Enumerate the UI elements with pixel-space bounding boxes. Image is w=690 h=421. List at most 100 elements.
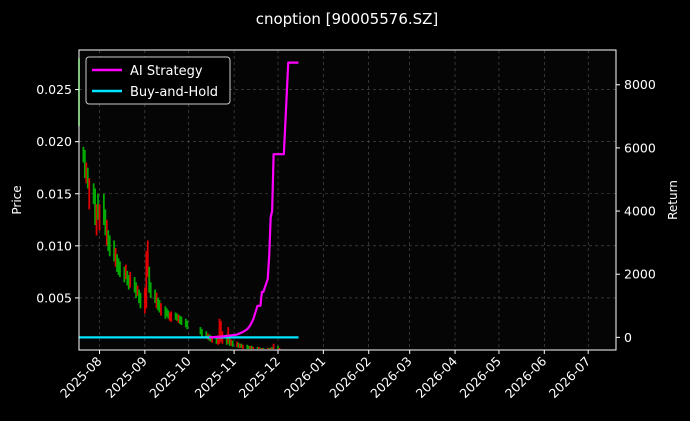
- price-bar: [201, 329, 203, 337]
- price-bar: [266, 347, 269, 349]
- price-bar: [108, 235, 111, 257]
- legend: AI Strategy Buy-and-Hold: [85, 56, 231, 105]
- price-bar: [97, 193, 99, 220]
- series-lines: [79, 61, 299, 339]
- price-bar: [127, 275, 130, 290]
- price-bar: [261, 347, 263, 349]
- price-bar: [236, 341, 238, 347]
- price-bar: [268, 347, 271, 349]
- right-tick-label: 2000: [624, 267, 656, 282]
- price-bar: [209, 335, 212, 342]
- price-bar: [247, 345, 250, 349]
- price-bar: [143, 287, 146, 314]
- price-bar: [107, 230, 110, 252]
- price-bar: [170, 311, 173, 322]
- series-line-ai-strategy: [209, 61, 299, 339]
- price-bar: [157, 297, 159, 311]
- price-bar: [237, 342, 240, 348]
- price-bar: [126, 270, 129, 286]
- plot-frame: [78, 49, 617, 351]
- price-bar: [117, 258, 120, 275]
- price-bar: [220, 320, 222, 342]
- price-bar: [114, 247, 117, 267]
- left-axis: 0.005 0.010 0.015 0.020 0.025: [36, 82, 79, 305]
- price-bar: [154, 289, 156, 304]
- price-bar: [205, 331, 208, 338]
- price-bar: [135, 282, 137, 298]
- price-bar: [218, 318, 221, 344]
- price-bar: [136, 285, 139, 296]
- right-tick-label: 6000: [624, 140, 656, 155]
- price-bar: [186, 320, 189, 330]
- right-tick-label: 0: [624, 330, 632, 345]
- y2-axis-label: Return: [666, 180, 680, 220]
- price-bar: [269, 347, 272, 349]
- price-bar: [246, 344, 249, 349]
- price-bar: [256, 346, 259, 349]
- grid: [79, 50, 616, 350]
- price-bar: [139, 292, 142, 309]
- price-bar: [278, 347, 281, 350]
- price-bar: [215, 337, 218, 344]
- y-axis-label: Price: [10, 185, 24, 214]
- left-tick-label: 0.005: [36, 290, 72, 305]
- price-bar: [88, 178, 91, 210]
- left-tick-label: 0.010: [36, 238, 72, 253]
- price-bar: [164, 306, 167, 319]
- price-bar: [250, 345, 253, 349]
- price-bar: [252, 346, 255, 349]
- price-bar: [262, 347, 265, 349]
- price-bar: [168, 312, 171, 321]
- price-bar: [86, 167, 89, 189]
- price-bar: [124, 264, 127, 280]
- price-bar: [217, 335, 219, 345]
- price-bar: [241, 344, 244, 349]
- legend-label-ai-strategy: AI Strategy: [130, 64, 203, 79]
- price-bar: [113, 240, 116, 262]
- price-bar: [176, 313, 178, 321]
- price-bar: [180, 316, 183, 325]
- left-tick-label: 0.020: [36, 134, 72, 149]
- price-bar: [272, 343, 275, 349]
- right-tick-label: 4000: [624, 204, 656, 219]
- price-bar: [105, 219, 108, 246]
- price-bar: [225, 334, 228, 345]
- right-tick-label: 8000: [624, 77, 656, 92]
- price-bar: [123, 266, 126, 283]
- price-bar: [165, 308, 168, 317]
- price-bar: [249, 345, 252, 349]
- price-bar: [230, 339, 233, 346]
- price-bar: [102, 193, 105, 225]
- chart-title: cnoption [90005576.SZ]: [256, 10, 439, 28]
- price-bar: [211, 336, 214, 343]
- price-bar: [259, 347, 262, 349]
- price-bar: [179, 315, 181, 324]
- price-bars: [78, 58, 281, 350]
- price-bar: [155, 292, 158, 309]
- price-bar: [98, 204, 101, 231]
- legend-label-buy-and-hold: Buy-and-Hold: [130, 85, 218, 100]
- right-axis: 0 2000 4000 6000 8000: [616, 77, 656, 345]
- price-bar: [228, 337, 231, 346]
- price-bar: [239, 343, 241, 348]
- price-bar: [83, 150, 86, 179]
- price-bar: [104, 209, 107, 236]
- price-bar: [119, 261, 121, 278]
- price-bar: [199, 327, 202, 335]
- price-bar: [129, 271, 132, 288]
- price-bar: [184, 318, 187, 328]
- price-bar: [160, 303, 162, 316]
- left-tick-label: 0.015: [36, 186, 72, 201]
- price-bar: [231, 340, 234, 347]
- price-bar: [148, 266, 151, 293]
- price-bar: [149, 282, 152, 298]
- price-bar: [277, 345, 279, 349]
- price-bar: [82, 146, 85, 163]
- price-bar: [177, 314, 180, 323]
- price-bar: [174, 312, 177, 320]
- price-bar: [167, 310, 170, 319]
- price-bar: [271, 346, 274, 349]
- price-bar: [145, 251, 148, 309]
- price-bar: [85, 162, 88, 184]
